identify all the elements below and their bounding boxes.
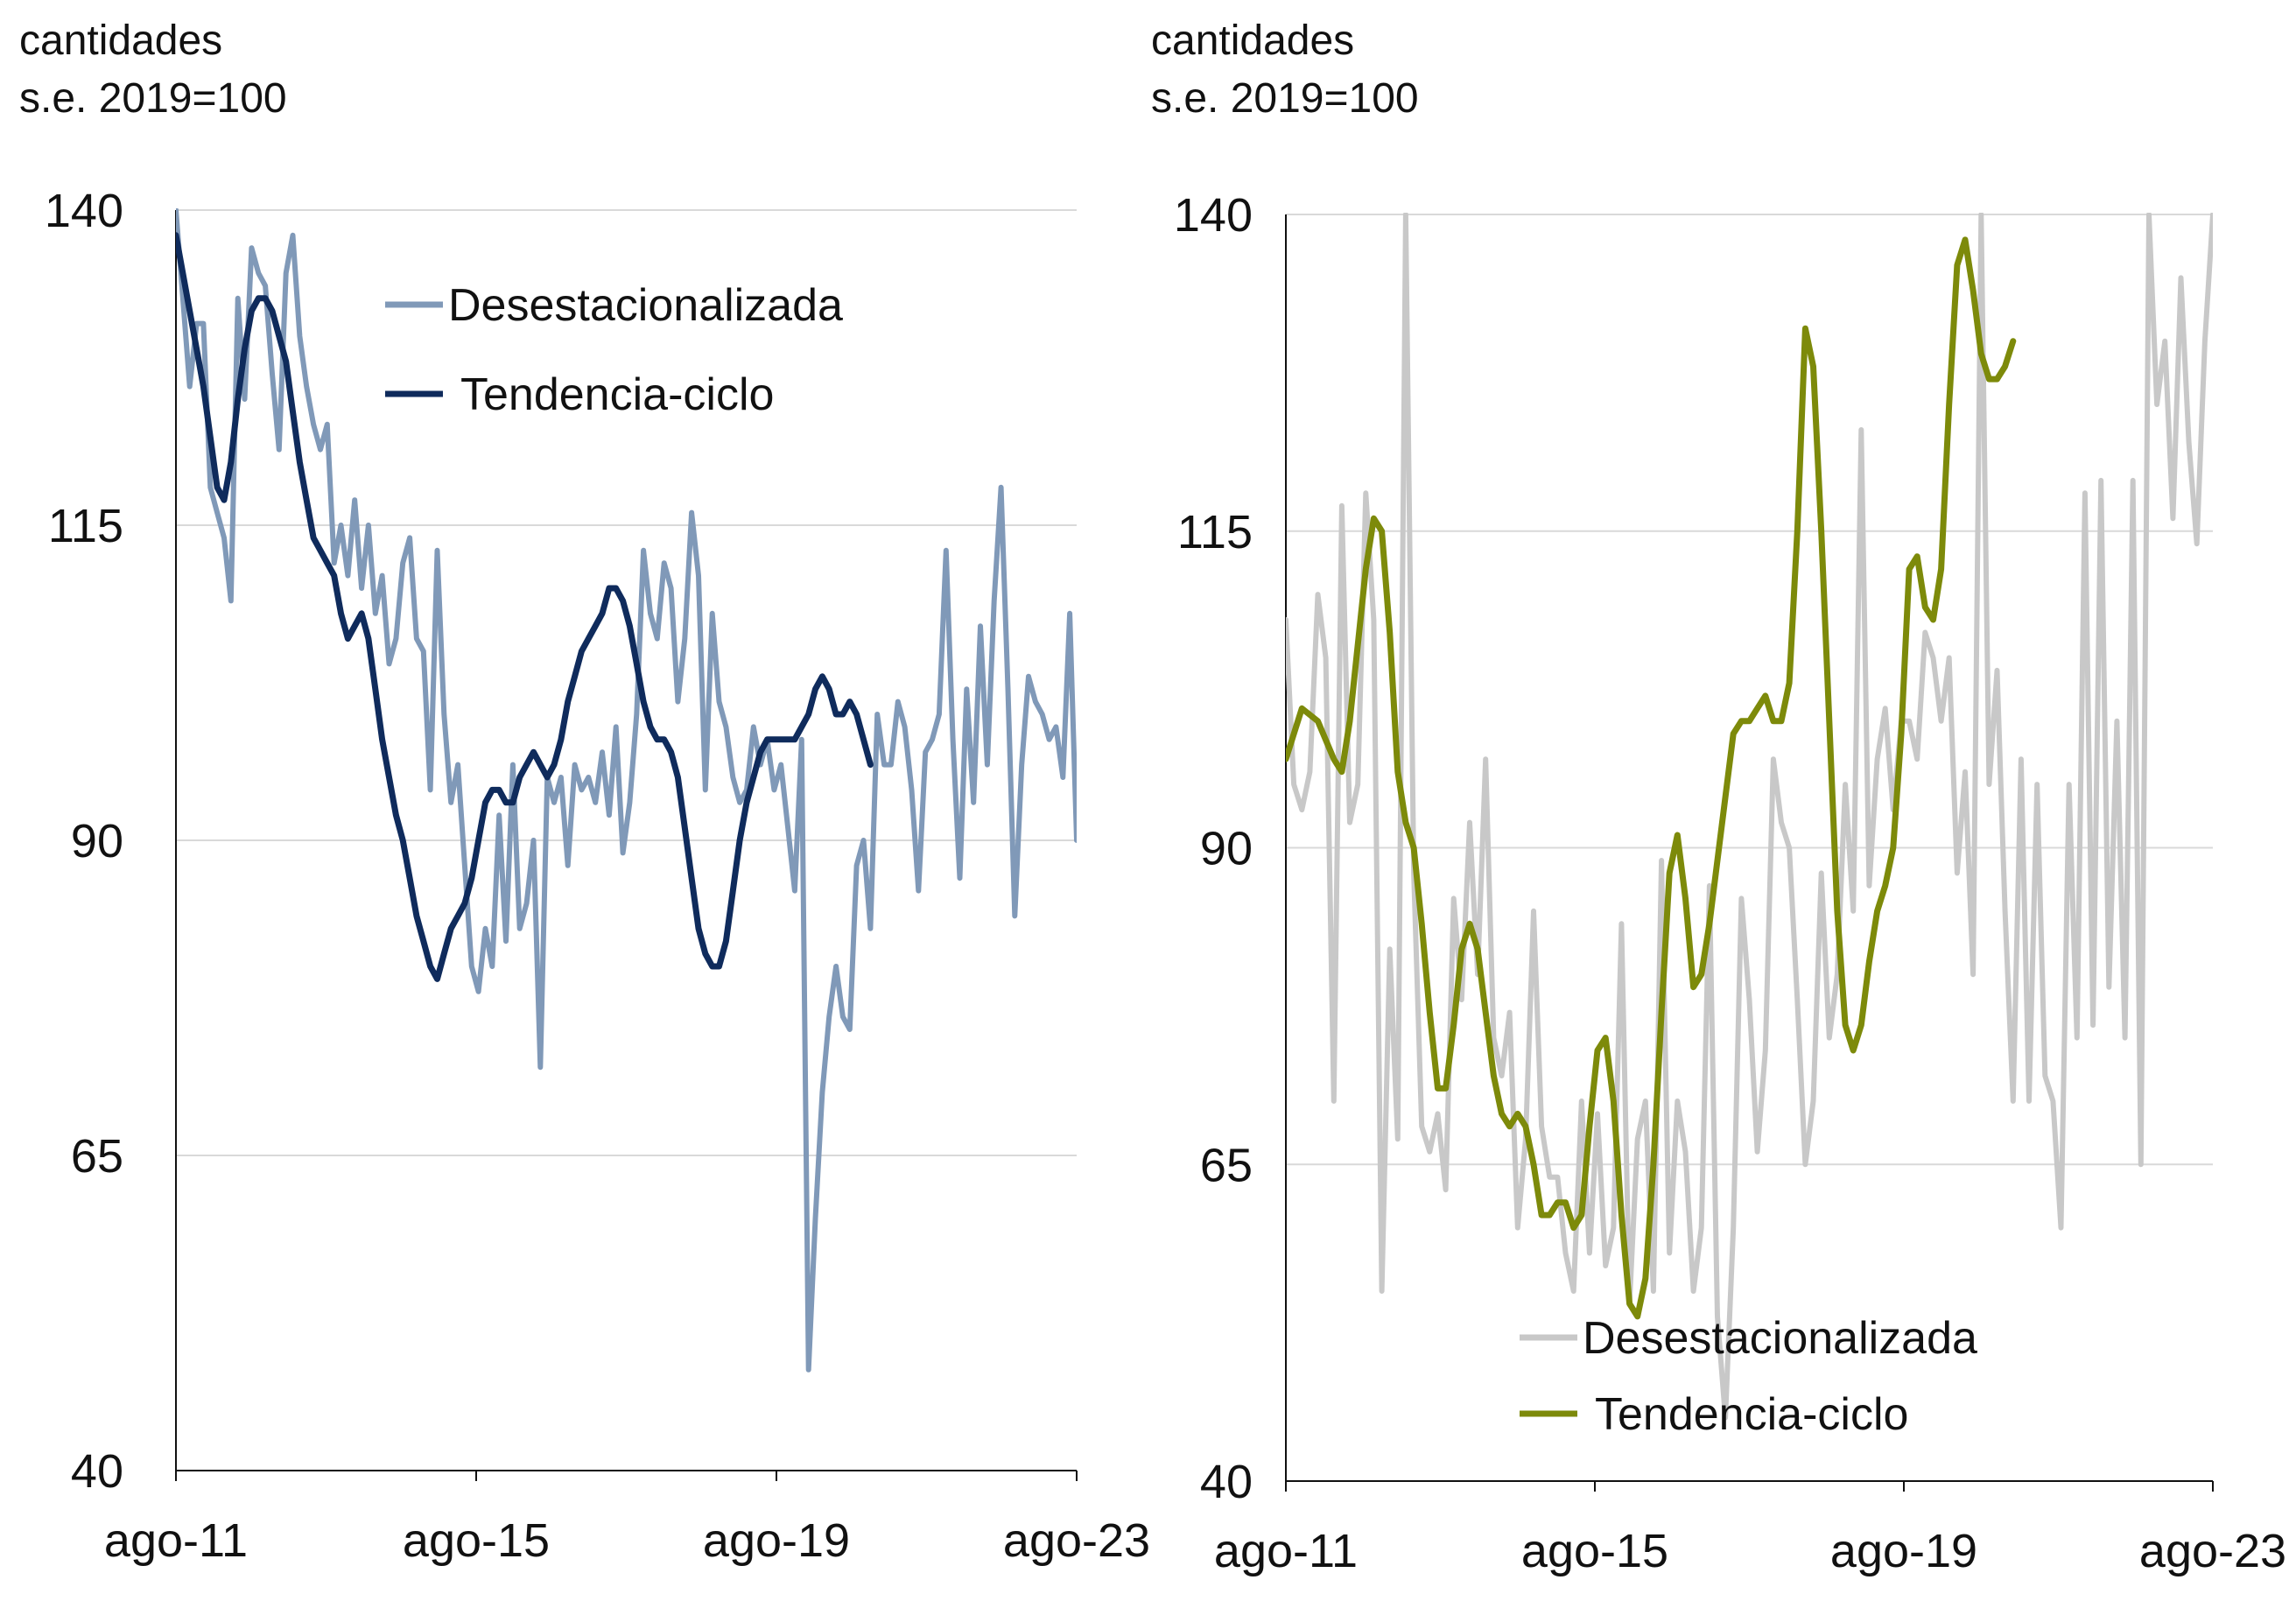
series-line-desestacionalizada — [1286, 213, 2213, 1421]
y-tick-label: 65 — [71, 1130, 123, 1183]
unit-label-line1: cantidades — [1151, 18, 1355, 64]
series-line-tendencia-ciclo — [1286, 236, 2017, 1320]
y-tick-label: 115 — [1177, 506, 1253, 558]
x-tick-label: ago-15 — [403, 1514, 550, 1567]
legend-label: Desestacionalizada — [448, 280, 843, 331]
legend-label: Desestacionalizada — [1583, 1313, 1977, 1364]
y-tick-label: 90 — [1200, 823, 1253, 875]
y-tick-label: 65 — [1200, 1139, 1253, 1191]
series-line-tendencia-ciclo — [176, 232, 874, 982]
series-line-desestacionalizada — [176, 208, 1077, 1373]
legend-label: Tendencia-ciclo — [460, 369, 774, 420]
y-tick-label: 115 — [48, 500, 123, 552]
chart-panel-left: cantidades s.e. 2019=100 140 115 90 65 40 ago… — [19, 18, 1150, 1567]
line-chart-right: 140 115 90 65 40 ago-11 ago-15 ago-19 ago-23 Dese… — [1174, 189, 2286, 1577]
x-tick-label: ago-15 — [1521, 1525, 1668, 1577]
x-tick-label: ago-23 — [2139, 1525, 2286, 1577]
x-tick-label: ago-19 — [1830, 1525, 1977, 1577]
y-tick-label: 40 — [1200, 1456, 1253, 1508]
y-tick-label: 40 — [71, 1445, 123, 1498]
y-tick-label: 140 — [1174, 189, 1253, 242]
chart-panel-right: cantidades s.e. 2019=100 140 115 90 65 40 ago… — [1148, 0, 2296, 1601]
legend-label: Tendencia-ciclo — [1595, 1389, 1908, 1440]
x-tick-label: ago-11 — [1214, 1525, 1358, 1577]
y-tick-label: 140 — [45, 185, 123, 237]
unit-label-line2: s.e. 2019=100 — [19, 75, 287, 122]
y-tick-label: 90 — [71, 815, 123, 867]
unit-label-line2: s.e. 2019=100 — [1151, 75, 1419, 122]
x-tick-label: ago-19 — [703, 1514, 850, 1567]
unit-label-line1: cantidades — [19, 18, 223, 64]
line-chart-left: 140 115 90 65 40 ago-11 ago-15 ago-19 ago-23 Dese… — [45, 185, 1150, 1567]
x-tick-label: ago-23 — [1003, 1514, 1150, 1567]
x-tick-label: ago-11 — [104, 1514, 248, 1567]
